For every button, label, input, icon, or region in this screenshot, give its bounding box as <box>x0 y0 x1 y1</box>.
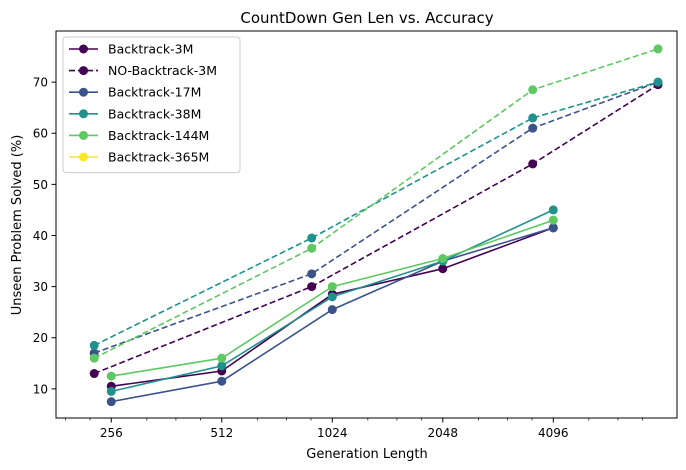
data-point-6 <box>106 371 116 381</box>
legend-marker <box>79 109 88 119</box>
legend-label: Backtrack-3M <box>108 42 193 57</box>
y-tick-label: 10 <box>33 382 48 396</box>
x-tick-label: 256 <box>100 426 123 440</box>
data-point-5 <box>89 340 99 350</box>
legend-marker <box>79 152 88 162</box>
data-point-5 <box>307 233 317 243</box>
legend-label: Backtrack-38M <box>108 106 201 121</box>
legend-marker <box>79 66 88 76</box>
data-point-0 <box>438 264 448 274</box>
x-tick-label: 512 <box>210 426 233 440</box>
data-point-5 <box>528 113 538 123</box>
data-point-5 <box>653 77 663 87</box>
data-point-7 <box>653 44 663 54</box>
y-tick-label: 60 <box>33 127 48 141</box>
y-axis-title: Unseen Problem Solved (%) <box>10 135 25 316</box>
y-tick-label: 50 <box>33 178 48 192</box>
data-point-7 <box>307 243 317 253</box>
y-tick-label: 30 <box>33 280 48 294</box>
x-tick-label: 4096 <box>538 426 569 440</box>
legend: Backtrack-3M NO-Backtrack-3M Backtrack-17M… <box>62 36 241 174</box>
y-axis: 10 20 30 40 50 60 70 <box>33 76 56 396</box>
data-point-7 <box>528 85 538 95</box>
data-point-4 <box>217 361 227 371</box>
data-point-6 <box>548 215 558 225</box>
chart-title: CountDown Gen Len vs. Accuracy <box>240 9 493 27</box>
data-point-7 <box>89 353 99 363</box>
plot-area <box>89 44 663 407</box>
data-point-6 <box>438 253 448 263</box>
data-point-1 <box>307 282 317 292</box>
y-tick-label: 40 <box>33 229 48 243</box>
data-point-2 <box>548 223 558 233</box>
legend-marker <box>79 130 88 140</box>
data-point-1 <box>89 369 99 379</box>
legend-label: Backtrack-144M <box>108 128 209 143</box>
legend-label: Backtrack-17M <box>108 85 201 100</box>
series-line-1 <box>93 84 659 375</box>
y-tick-label: 70 <box>33 76 48 90</box>
data-point-2 <box>106 397 116 407</box>
data-point-6 <box>327 282 337 292</box>
data-point-2 <box>217 376 227 386</box>
data-point-4 <box>548 205 558 215</box>
legend-label: NO-Backtrack-3M <box>108 63 217 78</box>
legend-marker <box>79 87 88 97</box>
data-point-3 <box>528 123 538 133</box>
y-tick-label: 20 <box>33 331 48 345</box>
data-point-4 <box>327 292 337 302</box>
data-point-3 <box>307 269 317 279</box>
plot-frame <box>55 30 678 419</box>
x-tick-label: 1024 <box>317 426 348 440</box>
x-tick-label: 2048 <box>428 426 459 440</box>
legend-label: Backtrack-365M <box>108 150 209 165</box>
data-point-2 <box>327 305 337 315</box>
series-line-7 <box>93 48 659 359</box>
legend-marker <box>79 44 88 54</box>
legend-box <box>62 36 241 174</box>
series-line-5 <box>93 81 659 347</box>
series-line-3 <box>93 81 659 354</box>
x-axis: 256 512 1024 2048 4096 <box>65 418 643 440</box>
x-axis-title: Generation Length <box>306 447 428 462</box>
data-point-1 <box>528 159 538 169</box>
data-point-6 <box>217 353 227 363</box>
data-point-4 <box>106 386 116 396</box>
